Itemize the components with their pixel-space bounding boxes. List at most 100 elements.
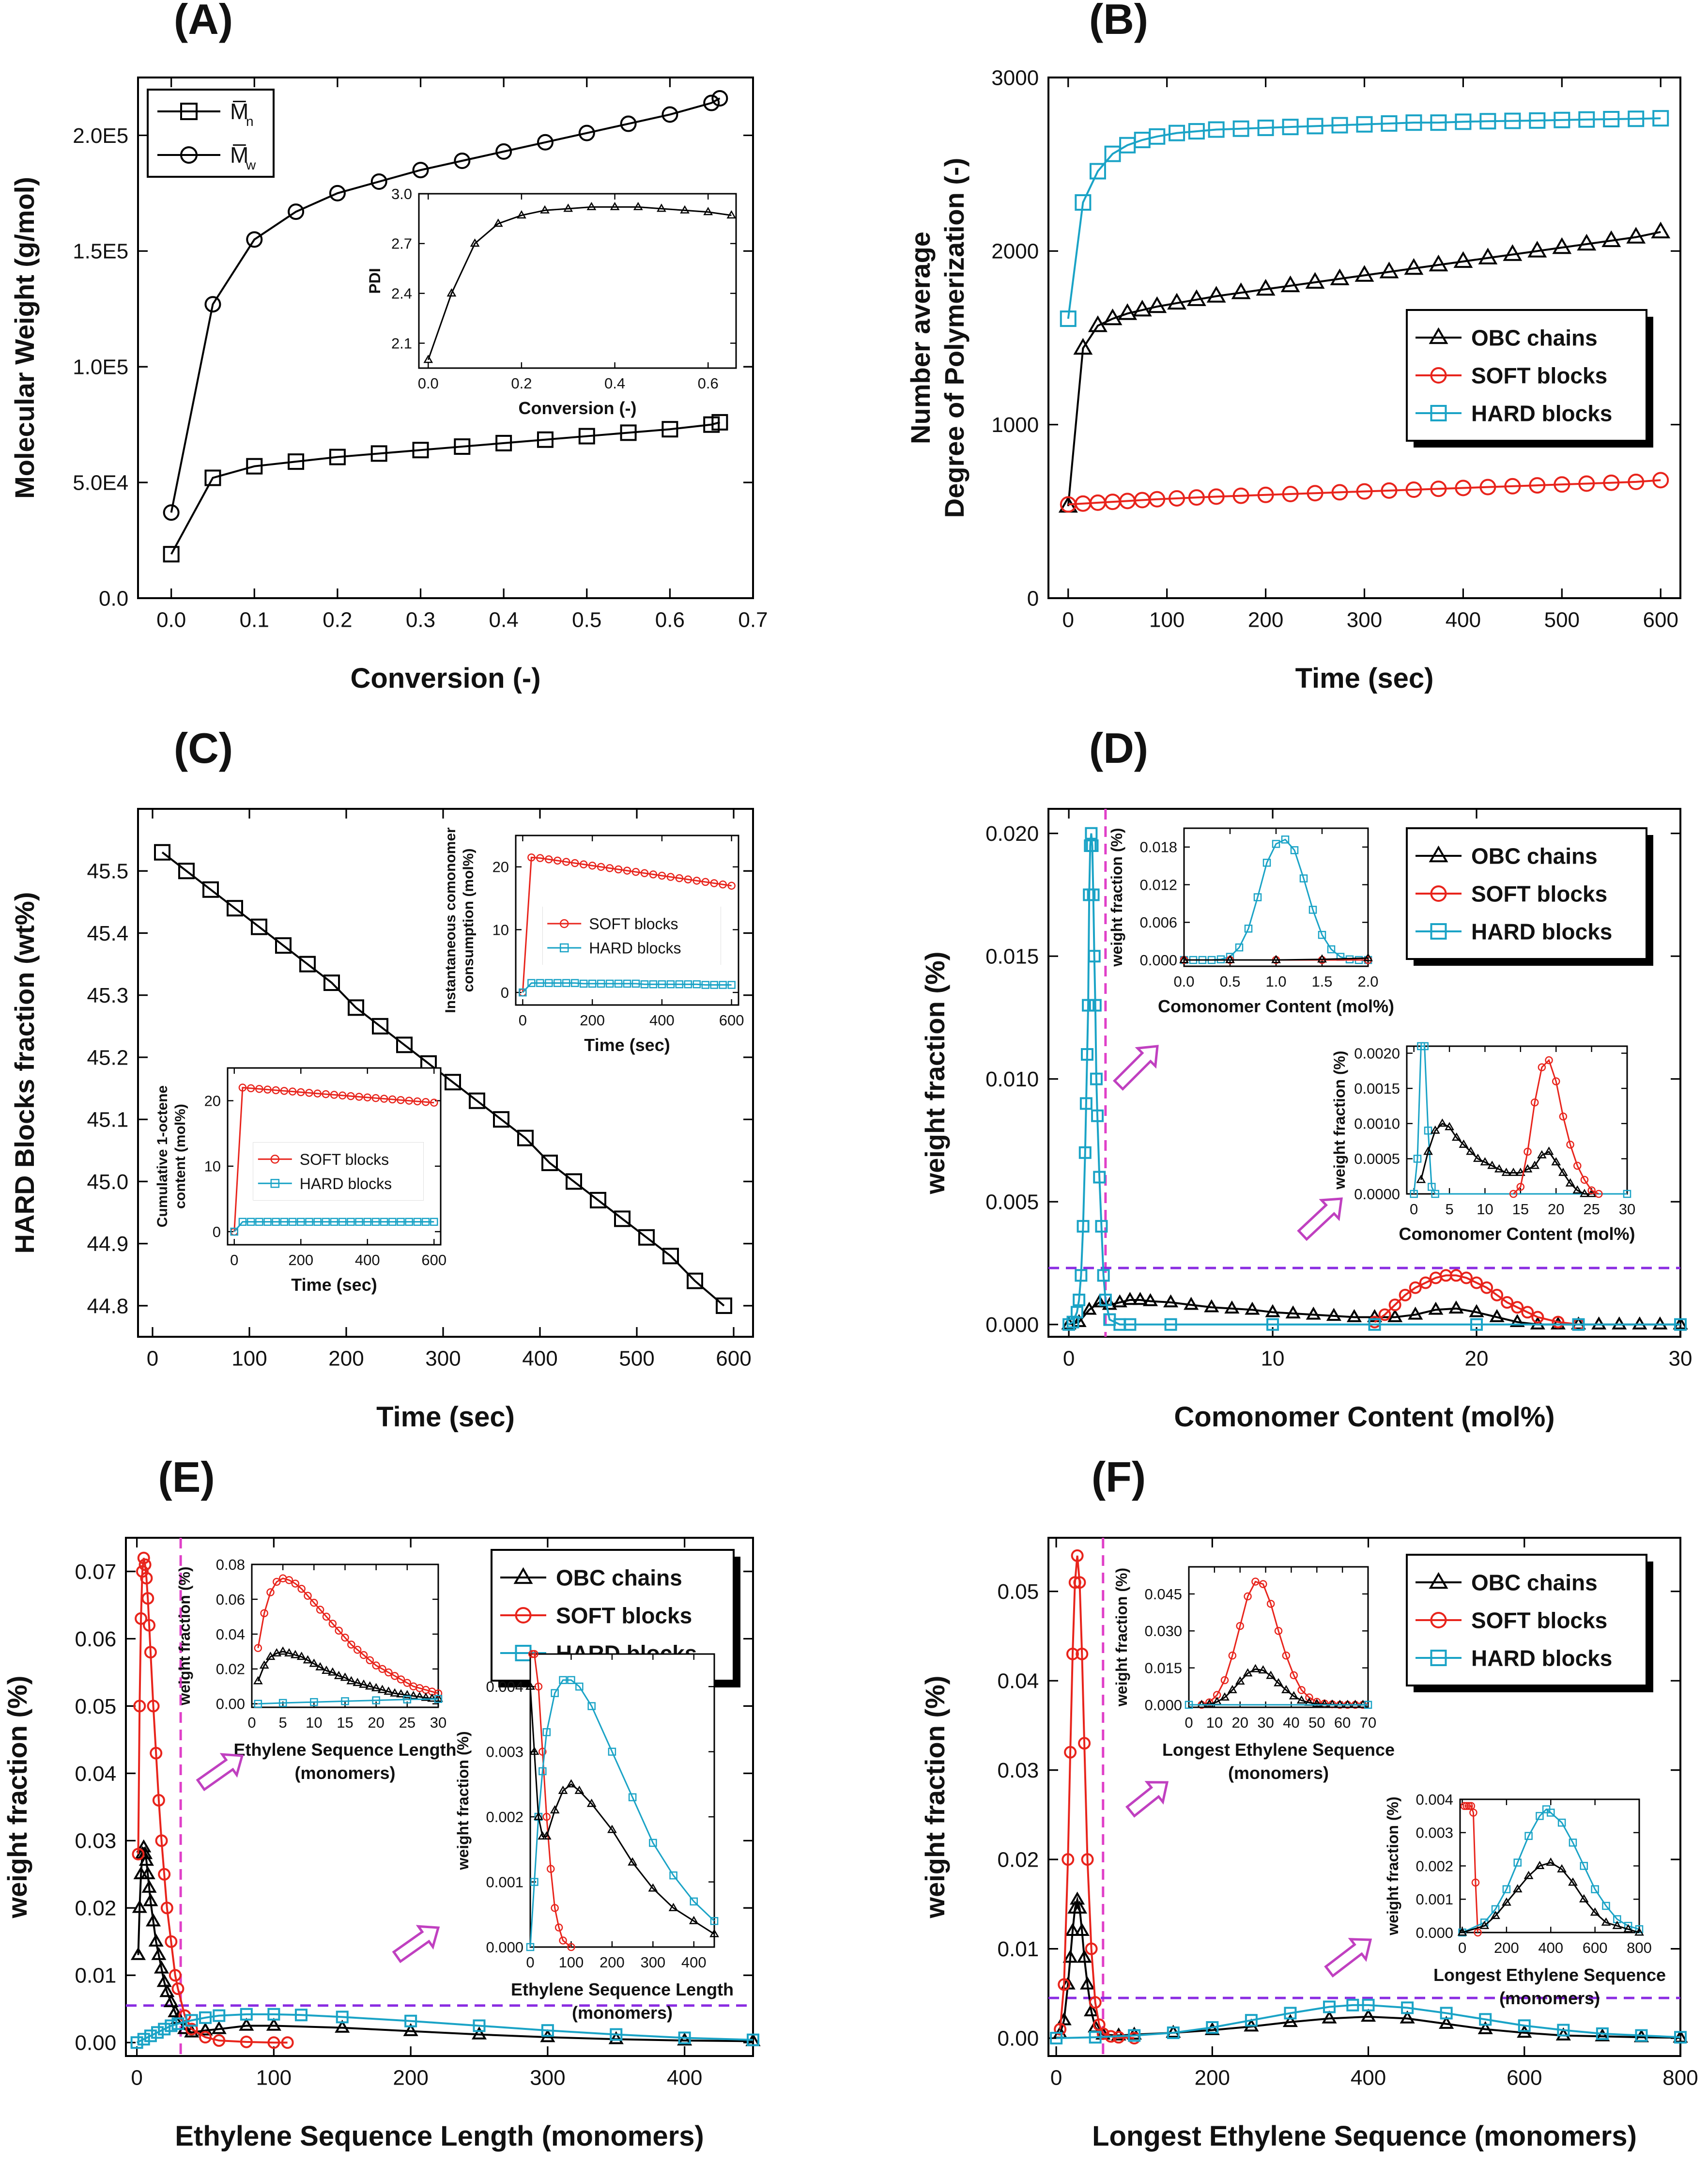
y-axis-title: HARD Blocks fraction (wt%) (9, 892, 40, 1254)
inset-y-tick-label: 0.012 (1139, 876, 1177, 893)
legend-box (147, 89, 275, 178)
legend-marker (559, 943, 569, 953)
inset-y-tick-label: 0.0005 (1354, 1150, 1400, 1167)
inset-y-tick-label: 0.00 (216, 1696, 245, 1713)
inset-x-tick-label: 300 (640, 1954, 665, 1971)
inset-data-point (669, 1871, 677, 1880)
inset-data-point (322, 1665, 331, 1674)
inset-data-point (649, 1839, 657, 1847)
main-data-point (171, 1982, 185, 1995)
main-data-point (1164, 1318, 1177, 1331)
main-y-tick-label: 5.0E4 (73, 471, 128, 495)
main-data-point (329, 448, 346, 465)
inset-data-point (1271, 955, 1281, 963)
inset-data-point (658, 871, 666, 880)
inset-x-tick-label: 60 (1334, 1714, 1351, 1731)
inset-y-tick-label: 3.0 (391, 186, 412, 202)
inset-data-point (1537, 1150, 1547, 1159)
inset-data-point (278, 1646, 288, 1655)
main-y-tick-label: 44.9 (87, 1232, 129, 1256)
inset-x-tick-label: 400 (355, 1252, 380, 1268)
inset-data-point (310, 1598, 318, 1607)
main-data-point (1479, 113, 1496, 130)
main-data-point (1082, 999, 1095, 1012)
main-y-tick-label: 0.07 (75, 1560, 117, 1584)
main-series-line (1374, 1274, 1579, 1326)
inset-plot-frame (529, 1653, 715, 1948)
main-data-point (1118, 303, 1138, 320)
inset-data-point (539, 1767, 547, 1776)
main-data-point (1080, 1048, 1093, 1061)
inset-data-point (597, 979, 605, 988)
inset-data-point (1487, 1160, 1497, 1169)
main-x-tick-label: 800 (1662, 2066, 1698, 2089)
legend-label: HARD blocks (589, 940, 681, 957)
main-x-tick-label: 400 (1446, 608, 1481, 632)
inset-data-point (526, 1943, 535, 1951)
main-y-tick-label: 44.8 (87, 1294, 129, 1318)
inset-data-point (365, 1681, 375, 1690)
main-y-tick-label: 2.0E5 (73, 124, 128, 148)
main-data-point (1123, 1318, 1137, 1331)
inset-data-point (1220, 1676, 1229, 1685)
inset-data-point (1235, 943, 1244, 952)
main-data-point (1224, 1300, 1240, 1314)
main-data-point (1086, 839, 1099, 852)
main-data-point (412, 162, 429, 179)
main-data-point (662, 421, 678, 438)
inset-data-point (371, 1094, 380, 1102)
y-axis-title: weight fraction (%) (920, 1676, 950, 1919)
panel-f: (F)0 200 400 600 8000.000.010.020.030.040.05… (920, 1453, 1698, 2152)
legend-label: OBC chains (556, 1565, 682, 1591)
inset-data-point (542, 1728, 551, 1736)
main-y-tick-label: 0.01 (75, 1964, 117, 1988)
inset-data-point (1272, 840, 1280, 848)
main-data-point (1075, 1269, 1088, 1282)
main-data-point (1087, 888, 1100, 901)
inset-f2: 0 200 400 600 800 0.000 0.001 0.002 0.003 0.004 Lo… (1384, 1791, 1666, 2008)
inset-data-point (1243, 1668, 1253, 1677)
main-x-tick-label: 300 (425, 1346, 461, 1370)
inset-data-point (1634, 1927, 1644, 1936)
main-data-point (1128, 2029, 1141, 2042)
inset-data-point (338, 1091, 347, 1100)
inset-data-point (371, 1683, 381, 1691)
main-y-tick-label: 0.05 (998, 1580, 1039, 1604)
main-data-point (1531, 1311, 1544, 1324)
main-data-point (335, 2019, 350, 2033)
main-data-point (1408, 1306, 1423, 1320)
main-data-point (614, 1210, 631, 1227)
inset-y-tick-label: 0.06 (216, 1591, 245, 1608)
inset-data-point (263, 1085, 272, 1094)
inset-data-point (278, 1699, 287, 1707)
inset-y-tick-label: 0.015 (1144, 1659, 1182, 1676)
inset-data-point (579, 979, 588, 988)
main-data-point (1430, 480, 1447, 497)
main-data-point (1578, 475, 1595, 492)
inset-y-tick-label: 10 (492, 921, 509, 938)
main-data-point (1381, 115, 1398, 132)
inset-data-point (1179, 955, 1189, 963)
main-data-point (1674, 2031, 1687, 2044)
inset-data-point (377, 1685, 387, 1693)
inset-series-line (1413, 1045, 1627, 1195)
inset-data-point (327, 1667, 338, 1676)
main-data-point (1603, 474, 1620, 491)
main-data-point (1652, 110, 1669, 127)
main-data-point (1245, 1301, 1260, 1315)
inset-data-point (1299, 874, 1308, 882)
main-data-point (711, 414, 728, 431)
main-data-point (495, 434, 512, 451)
main-data-point (1095, 1220, 1108, 1233)
inset-data-point (1572, 1185, 1583, 1194)
y-axis-title: weight fraction (%) (2, 1676, 32, 1919)
inset-x-tick-label: 400 (1538, 1939, 1563, 1956)
main-data-point (1504, 112, 1521, 129)
main-data-point (177, 2021, 193, 2034)
main-data-point (1673, 1316, 1688, 1330)
main-y-tick-label: 0.020 (985, 822, 1039, 846)
inset-data-point (1469, 1809, 1477, 1817)
main-data-point (1404, 258, 1424, 275)
main-data-point (152, 1794, 165, 1807)
main-data-point (578, 428, 595, 445)
